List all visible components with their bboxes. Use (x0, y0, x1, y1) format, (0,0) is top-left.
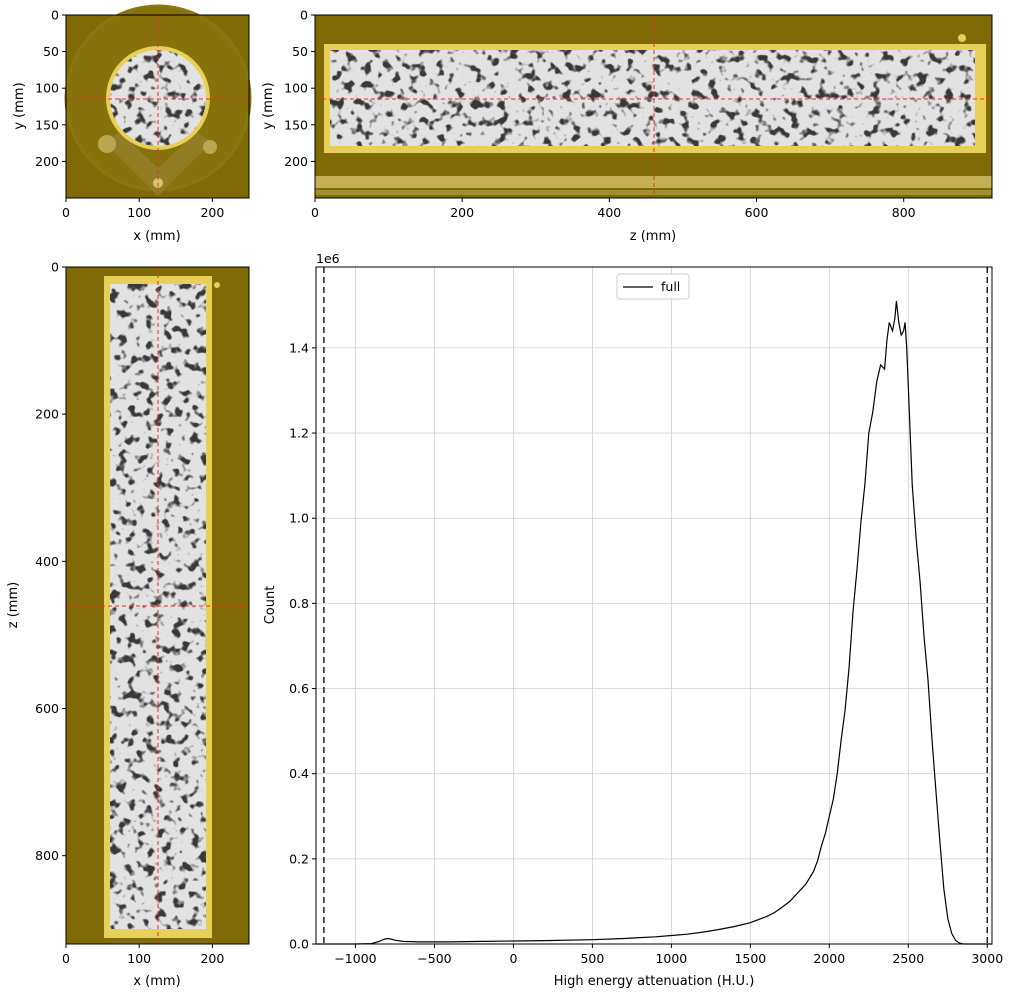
y-tick-label: 0 (51, 8, 59, 23)
y-tick-label: 600 (35, 701, 59, 716)
x-tick-label: 1000 (655, 951, 687, 966)
axial-slice-panel: 0 100 200 0 50 100 150 200 x (mm) y (mm) (12, 4, 252, 244)
histogram-grid (316, 267, 992, 945)
coronal-xlabel: z (mm) (630, 229, 676, 244)
y-tick-label: 0 (51, 260, 59, 275)
y-tick-label: 150 (35, 117, 59, 132)
axial-xlabel: x (mm) (133, 229, 180, 244)
y-tick-label: 200 (284, 154, 308, 169)
x-tick-label: 200 (200, 205, 224, 220)
x-tick-label: 200 (450, 205, 474, 220)
y-tick-label: 800 (35, 848, 59, 863)
x-tick-label: −1000 (334, 951, 376, 966)
x-tick-label: 1500 (734, 951, 766, 966)
sagittal-ylabel: z (mm) (6, 582, 21, 628)
y-tick-label: 0 (300, 8, 308, 23)
x-tick-label: −500 (417, 951, 451, 966)
x-tick-label: 3000 (971, 951, 1003, 966)
coronal-ylabel: y (mm) (261, 82, 276, 129)
y-tick-label: 150 (284, 117, 308, 132)
coronal-axes-frame (314, 14, 993, 199)
histogram-ylabel: Count (263, 586, 278, 625)
holder-stand (104, 132, 212, 196)
x-tick-label: 100 (127, 951, 151, 966)
x-tick-label: 800 (892, 205, 916, 220)
y-tick-label: 1.4 (289, 340, 309, 355)
coronal-marker (958, 34, 966, 42)
axial-axes-frame (65, 14, 250, 199)
sagittal-xlabel: x (mm) (133, 974, 180, 989)
sagittal-ticks: 0 100 200 0 200 400 600 800 (35, 260, 224, 967)
y-tick-label: 0.8 (289, 596, 309, 611)
y-tick-label: 400 (35, 554, 59, 569)
y-tick-label: 0.2 (289, 851, 309, 866)
y-tick-label: 200 (35, 407, 59, 422)
y-tick-label: 50 (43, 44, 59, 59)
y-tick-label: 100 (284, 81, 308, 96)
legend-label-full: full (661, 279, 680, 294)
coronal-pore-texture (330, 50, 975, 146)
coronal-slice-panel: 0 200 400 600 800 0 50 100 150 200 z (mm) y (mm) (261, 8, 993, 244)
y-tick-label: 0.4 (289, 766, 309, 781)
y-tick-label: 1.0 (289, 511, 309, 526)
y-tick-label: 200 (35, 154, 59, 169)
histogram-xlabel: High energy attenuation (H.U.) (554, 974, 755, 989)
histogram-axes-frame (315, 266, 993, 945)
coronal-ticks: 0 200 400 600 800 0 50 100 150 200 (284, 8, 916, 221)
sagittal-slice-panel: 0 100 200 0 200 400 600 800 x (mm) z (mm) (6, 260, 250, 989)
histogram-ticks: −1000 −500 0 500 1000 1500 2000 2500 3000 0.0 0.2 0… (289, 340, 1003, 966)
y-tick-label: 50 (292, 44, 308, 59)
y-tick-label: 100 (35, 81, 59, 96)
y-tick-label: 0.0 (289, 937, 309, 952)
legend: full (616, 273, 690, 300)
x-tick-label: 0 (62, 205, 70, 220)
histogram-offset-label: 1e6 (316, 251, 340, 266)
sagittal-marker (214, 282, 220, 288)
x-tick-label: 400 (597, 205, 621, 220)
x-tick-label: 2500 (892, 951, 924, 966)
series-full-line (316, 301, 992, 945)
x-tick-label: 0 (62, 951, 70, 966)
x-tick-label: 100 (127, 205, 151, 220)
x-tick-label: 0 (509, 951, 517, 966)
holder-peg-right (203, 140, 217, 154)
axial-ticks: 0 100 200 0 50 100 150 200 (35, 8, 224, 221)
axial-ylabel: y (mm) (12, 82, 27, 129)
histogram-background (316, 267, 992, 944)
y-tick-label: 1.2 (289, 426, 309, 441)
x-tick-label: 0 (311, 205, 319, 220)
histogram-panel: −1000 −500 0 500 1000 1500 2000 2500 3000 0.0 0.2 0… (263, 251, 1003, 989)
x-tick-label: 200 (200, 951, 224, 966)
sagittal-axes-frame (65, 266, 250, 945)
histogram-range-lines (323, 267, 989, 944)
holder-peg-left (98, 135, 116, 153)
x-tick-label: 500 (580, 951, 604, 966)
x-tick-label: 600 (745, 205, 769, 220)
holder-rail-top (315, 176, 992, 188)
x-tick-label: 2000 (813, 951, 845, 966)
y-tick-label: 0.6 (289, 681, 309, 696)
